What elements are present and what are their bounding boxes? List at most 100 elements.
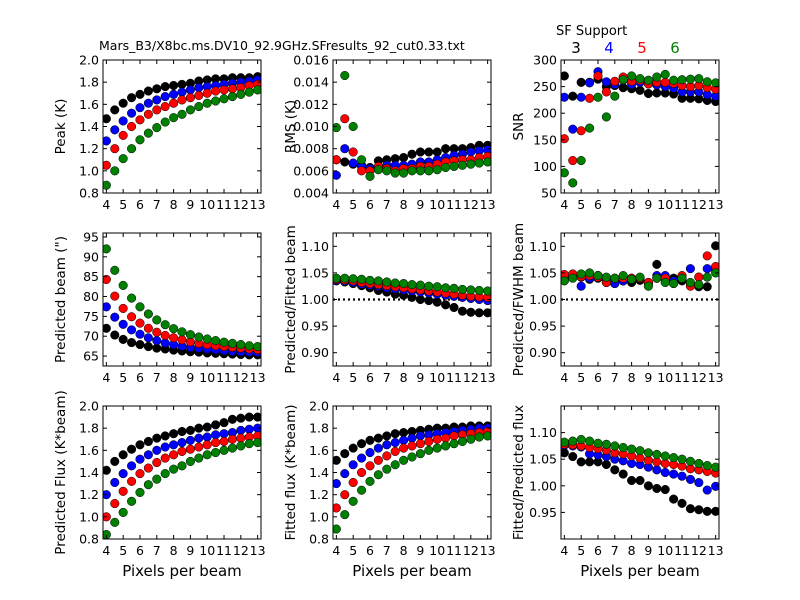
x-tick-label: 4 — [102, 543, 110, 558]
x-tick-label: 11 — [446, 370, 462, 385]
data-point-6-4 — [593, 92, 603, 102]
y-tick-label: 1.2 — [79, 487, 99, 502]
panel-4: 65 70 75 80 85 90 95 4 5 6 7 8 9 10 11 12 13 Predicted be… — [53, 229, 266, 385]
y-tick-label: 1.05 — [301, 265, 329, 280]
data-point-3-2 — [576, 457, 586, 467]
data-point-4-5 — [143, 450, 153, 460]
x-tick-label: 8 — [170, 197, 178, 212]
data-point-6-10 — [643, 281, 653, 291]
data-point-5-0 — [561, 134, 569, 144]
y-tick-label: 70 — [83, 329, 99, 344]
data-point-6-16 — [236, 441, 246, 451]
data-point-6-1 — [110, 517, 120, 527]
y-tick-label: 0.90 — [529, 345, 557, 360]
data-point-5-4 — [135, 318, 145, 328]
data-point-4-10 — [185, 435, 195, 445]
data-point-4-0 — [103, 136, 111, 146]
data-point-3-4 — [135, 89, 145, 99]
data-point-3-1 — [110, 330, 120, 340]
data-point-6-18 — [253, 85, 261, 95]
data-point-3-14 — [449, 302, 459, 313]
data-point-6-18 — [711, 78, 719, 88]
data-point-6-13 — [211, 448, 221, 458]
x-tick-label: 7 — [611, 370, 619, 385]
data-point-6-6 — [610, 91, 620, 101]
x-tick-label: 8 — [170, 543, 178, 558]
data-point-5-1 — [110, 291, 120, 301]
data-point-4-3 — [127, 461, 137, 471]
data-point-4-4 — [135, 329, 145, 339]
data-point-3-3 — [585, 457, 595, 467]
data-point-6-2 — [348, 121, 358, 132]
data-point-3-8 — [169, 80, 179, 91]
x-tick-label: 4 — [560, 197, 568, 212]
data-point-3-2 — [118, 98, 128, 108]
x-tick-label: 4 — [102, 370, 110, 385]
y-tick-label: 1.4 — [79, 465, 99, 480]
data-point-6-8 — [399, 455, 409, 465]
data-point-6-14 — [219, 94, 229, 104]
data-point-3-7 — [390, 429, 400, 439]
data-point-3-18 — [253, 412, 261, 422]
x-tick-label: 9 — [186, 197, 194, 212]
x-tick-label: 8 — [170, 370, 178, 385]
data-point-3-12 — [432, 147, 442, 157]
y-tick-label: 0.95 — [529, 319, 557, 334]
data-point-6-13 — [441, 162, 451, 173]
data-point-5-2 — [118, 130, 128, 140]
data-point-6-12 — [202, 450, 212, 460]
data-point-6-12 — [660, 277, 670, 288]
data-point-6-17 — [702, 272, 712, 282]
data-point-3-6 — [152, 433, 162, 443]
data-point-3-11 — [652, 88, 662, 98]
data-point-3-4 — [135, 440, 145, 450]
y-axis-label: Peak (K) — [53, 99, 69, 155]
data-point-4-14 — [677, 471, 687, 481]
data-point-6-4 — [135, 487, 145, 498]
y-axis-label: Predicted beam (") — [53, 236, 69, 363]
data-point-6-3 — [357, 155, 367, 165]
data-point-4-16 — [236, 425, 246, 435]
data-point-3-11 — [194, 423, 204, 433]
data-point-6-9 — [407, 452, 417, 462]
data-point-6-15 — [457, 160, 467, 170]
data-point-5-15 — [227, 434, 237, 444]
data-point-4-4 — [365, 448, 375, 458]
data-point-3-4 — [365, 435, 375, 445]
data-point-5-7 — [390, 446, 400, 456]
data-point-6-3 — [357, 485, 367, 495]
data-point-3-10 — [185, 425, 195, 435]
data-point-5-7 — [160, 102, 170, 112]
x-tick-label: 4 — [332, 543, 340, 558]
x-tick-label: 4 — [102, 197, 110, 212]
data-point-6-11 — [194, 102, 204, 112]
data-point-3-10 — [643, 88, 653, 99]
legend: 3 4 5 6 — [571, 39, 680, 57]
data-point-3-0 — [561, 71, 569, 81]
x-tick-label: 13 — [708, 543, 724, 558]
data-point-6-0 — [333, 123, 341, 133]
data-point-6-0 — [561, 168, 569, 178]
data-point-5-4 — [135, 115, 145, 125]
y-tick-label: 90 — [83, 249, 99, 264]
y-tick-label: 1.8 — [79, 421, 99, 436]
data-point-5-0 — [103, 274, 111, 284]
data-point-5-0 — [333, 503, 341, 513]
data-point-6-3 — [127, 144, 137, 154]
data-point-6-13 — [669, 75, 679, 85]
y-tick-label: 1.8 — [309, 421, 329, 436]
legend-entry-3: 3 — [571, 39, 581, 57]
data-point-3-9 — [177, 79, 187, 89]
data-point-5-12 — [202, 440, 212, 450]
data-point-5-2 — [118, 303, 128, 313]
data-point-4-2 — [118, 319, 128, 329]
x-tick-label: 12 — [233, 543, 249, 558]
x-tick-label: 8 — [628, 370, 636, 385]
data-point-6-3 — [585, 436, 595, 446]
data-point-3-12 — [202, 422, 212, 432]
x-tick-label: 10 — [199, 197, 215, 212]
data-point-3-13 — [211, 420, 221, 430]
y-axis-label: Predicted/FWHM beam — [511, 223, 527, 376]
data-point-3-0 — [103, 114, 111, 124]
y-tick-label: 0.012 — [293, 97, 329, 112]
